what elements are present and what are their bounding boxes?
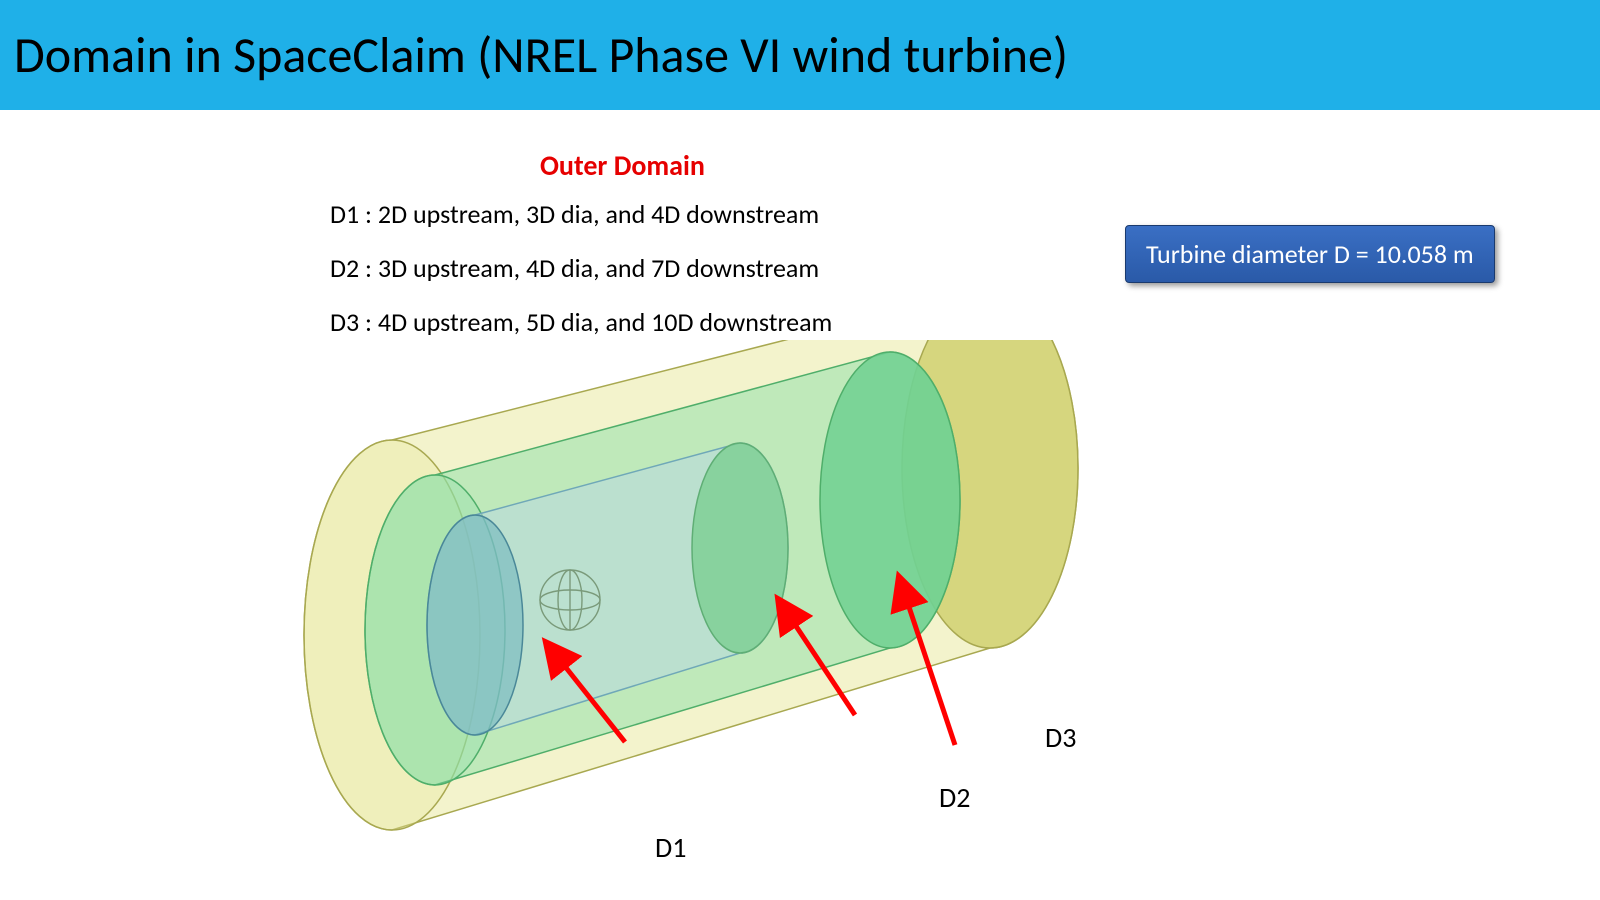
label-d2: D2 [939, 780, 970, 815]
label-d3: D3 [1045, 720, 1076, 755]
cylinder-diagram [300, 340, 1120, 860]
domain-desc-d3: D3 : 4D upstream, 5D dia, and 10D downst… [330, 306, 832, 338]
cylinder-svg [300, 340, 1120, 860]
domain-desc-d2: D2 : 3D upstream, 4D dia, and 7D downstr… [330, 252, 819, 284]
outer-domain-title: Outer Domain [540, 148, 705, 183]
slide-title: Domain in SpaceClaim (NREL Phase VI wind… [14, 25, 1068, 86]
turbine-diameter-box: Turbine diameter D = 10.058 m [1125, 225, 1495, 283]
label-d1: D1 [655, 830, 686, 865]
slide-header: Domain in SpaceClaim (NREL Phase VI wind… [0, 0, 1600, 110]
domain-desc-d1: D1 : 2D upstream, 3D dia, and 4D downstr… [330, 198, 819, 230]
